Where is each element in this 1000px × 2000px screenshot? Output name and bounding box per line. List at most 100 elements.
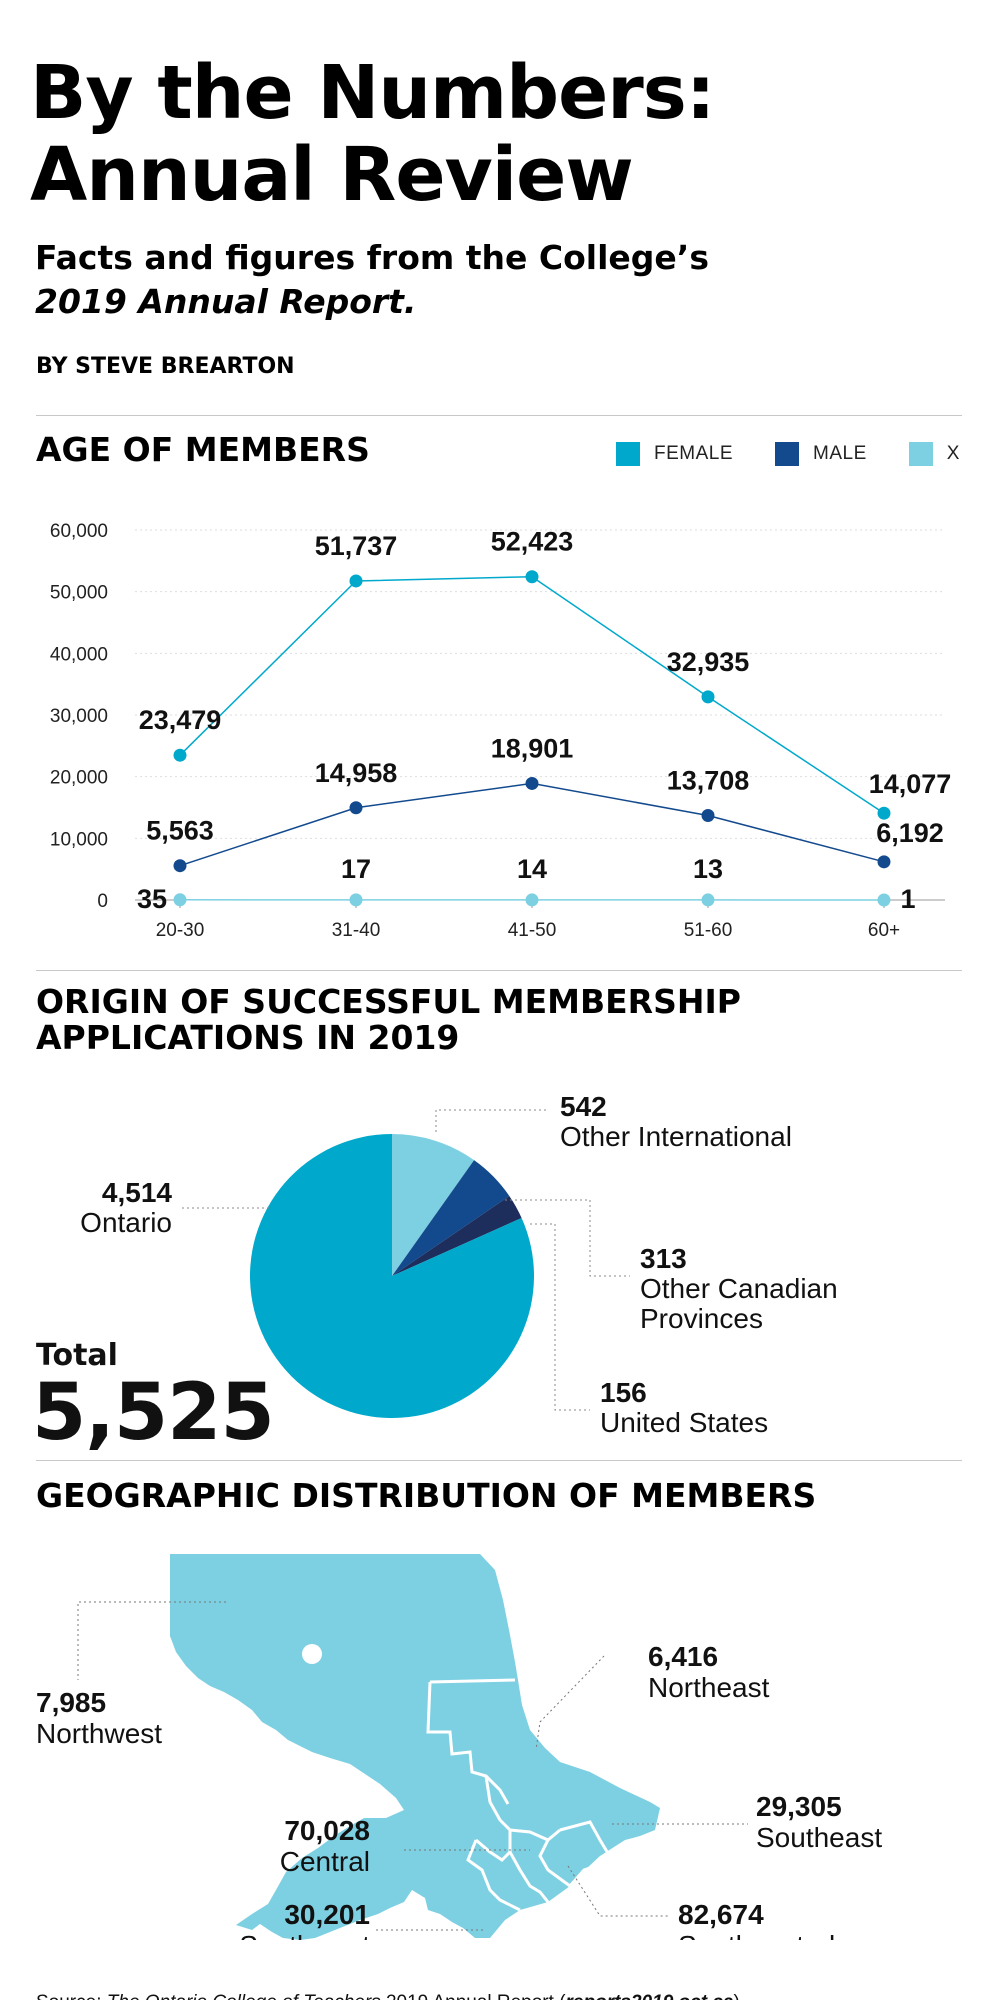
data-label-male: 14,958 xyxy=(315,758,398,788)
pie-label-other-canadian-name: Provinces xyxy=(640,1303,763,1334)
x-tick-label: 41-50 xyxy=(508,920,557,940)
legend-swatch-female xyxy=(616,442,640,466)
legend-item-female: FEMALE xyxy=(616,442,733,466)
data-label-male: 18,901 xyxy=(491,733,574,763)
data-point-x xyxy=(174,893,187,906)
source-middle: 2019 Annual Report ( xyxy=(381,1992,566,2000)
page-subtitle: Facts and figures from the College’s 201… xyxy=(35,236,935,324)
age-chart-legend: FEMALE MALE X xyxy=(616,442,960,466)
subtitle-line-2: 2019 Annual Report. xyxy=(35,282,416,321)
leader-southcentral xyxy=(568,1866,670,1916)
leader-northeast xyxy=(536,1656,604,1750)
data-point-male xyxy=(878,855,891,868)
data-label-female: 52,423 xyxy=(491,527,574,557)
y-tick-label: 0 xyxy=(97,891,108,912)
leader-northwest xyxy=(78,1602,226,1680)
page-title: By the Numbers: Annual Review xyxy=(30,52,970,216)
data-label-female: 14,077 xyxy=(869,769,952,799)
subtitle-line-1: Facts and figures from the College’s xyxy=(35,236,935,280)
pie-label-other-international-name: Other International xyxy=(560,1121,792,1152)
data-label-x: 17 xyxy=(341,854,371,884)
legend-swatch-male xyxy=(775,442,799,466)
legend-item-x: X xyxy=(909,442,960,466)
region-value-southwest: 30,201 xyxy=(284,1899,370,1930)
source-url[interactable]: reports2019.oct.ca xyxy=(566,1992,734,2000)
origin-section-title: ORIGIN OF SUCCESSFUL MEMBERSHIP APPLICAT… xyxy=(36,984,741,1056)
title-line-1: By the Numbers: xyxy=(30,52,970,134)
data-point-x xyxy=(702,893,715,906)
data-point-female xyxy=(174,749,187,762)
x-tick-label: 51-60 xyxy=(684,920,733,940)
data-point-female xyxy=(702,690,715,703)
data-label-female: 23,479 xyxy=(139,705,222,735)
pie-label-ontario-value: 4,514 xyxy=(102,1177,172,1208)
data-point-x xyxy=(526,893,539,906)
title-line-2: Annual Review xyxy=(30,134,970,216)
y-tick-label: 20,000 xyxy=(50,768,108,789)
data-point-x xyxy=(350,893,363,906)
y-tick-label: 60,000 xyxy=(50,521,108,542)
pie-label-other-canadian-name: Other Canadian xyxy=(640,1273,838,1304)
region-name-southcentral: Southcentral xyxy=(678,1930,835,1940)
data-point-male xyxy=(526,777,539,790)
data-point-female xyxy=(350,574,363,587)
pie-label-other-international-value: 542 xyxy=(560,1091,607,1122)
data-label-x: 14 xyxy=(517,854,547,884)
data-point-x xyxy=(878,893,891,906)
origin-title-line-2: APPLICATIONS IN 2019 xyxy=(36,1020,741,1056)
region-value-southeast: 29,305 xyxy=(756,1791,842,1822)
data-label-male: 5,563 xyxy=(146,816,214,846)
data-point-female xyxy=(526,570,539,583)
leader-united-states xyxy=(530,1224,590,1410)
data-label-male: 13,708 xyxy=(667,765,750,795)
section-divider xyxy=(36,1460,962,1461)
data-label-x: 1 xyxy=(900,884,915,914)
x-tick-label: 20-30 xyxy=(156,920,205,940)
source-publication: The Ontario College of Teachers xyxy=(107,1992,381,2000)
age-section-title: AGE OF MEMBERS xyxy=(36,432,370,468)
section-divider xyxy=(36,415,962,416)
byline: BY STEVE BREARTON xyxy=(36,354,295,379)
region-name-northwest: Northwest xyxy=(36,1718,162,1749)
region-name-southeast: Southeast xyxy=(756,1822,882,1853)
y-tick-label: 50,000 xyxy=(50,583,108,604)
source-note: Source: The Ontario College of Teachers … xyxy=(36,1992,740,2000)
section-divider xyxy=(36,970,962,971)
x-tick-label: 31-40 xyxy=(332,920,381,940)
source-prefix: Source: xyxy=(36,1992,107,2000)
region-value-central: 70,028 xyxy=(284,1815,370,1846)
pie-label-united-states-name: United States xyxy=(600,1407,768,1438)
data-point-male xyxy=(702,809,715,822)
region-value-northwest: 7,985 xyxy=(36,1687,106,1718)
legend-item-male: MALE xyxy=(775,442,867,466)
geo-section-title: GEOGRAPHIC DISTRIBUTION OF MEMBERS xyxy=(36,1478,816,1514)
data-label-female: 32,935 xyxy=(667,647,750,677)
data-label-x: 35 xyxy=(137,884,167,914)
age-line-chart: 0 10,000 20,000 30,000 40,000 50,000 60,000 20-… xyxy=(0,500,1000,940)
legend-label-female: FEMALE xyxy=(654,443,733,465)
total-value: 5,525 xyxy=(32,1368,274,1458)
region-value-northeast: 6,416 xyxy=(648,1641,718,1672)
region-name-central: Central xyxy=(280,1846,370,1877)
data-label-male: 6,192 xyxy=(876,818,944,848)
x-tick-label: 60+ xyxy=(868,920,900,940)
region-name-southwest: Southwest xyxy=(239,1930,370,1940)
legend-label-male: MALE xyxy=(813,443,867,465)
data-label-female: 51,737 xyxy=(315,531,398,561)
y-tick-label: 10,000 xyxy=(50,829,108,850)
y-tick-label: 30,000 xyxy=(50,706,108,727)
data-point-male xyxy=(350,801,363,814)
region-value-southcentral: 82,674 xyxy=(678,1899,764,1930)
legend-label-x: X xyxy=(947,443,960,465)
leader-other-international xyxy=(436,1110,548,1132)
pie-label-united-states-value: 156 xyxy=(600,1377,647,1408)
source-suffix: ) xyxy=(733,1992,739,2000)
region-name-northeast: Northeast xyxy=(648,1672,770,1703)
legend-swatch-x xyxy=(909,442,933,466)
data-label-x: 13 xyxy=(693,854,723,884)
y-tick-label: 40,000 xyxy=(50,644,108,665)
origin-title-line-1: ORIGIN OF SUCCESSFUL MEMBERSHIP xyxy=(36,984,741,1020)
pie-label-other-canadian-value: 313 xyxy=(640,1243,687,1274)
pie-label-ontario-name: Ontario xyxy=(80,1207,172,1238)
